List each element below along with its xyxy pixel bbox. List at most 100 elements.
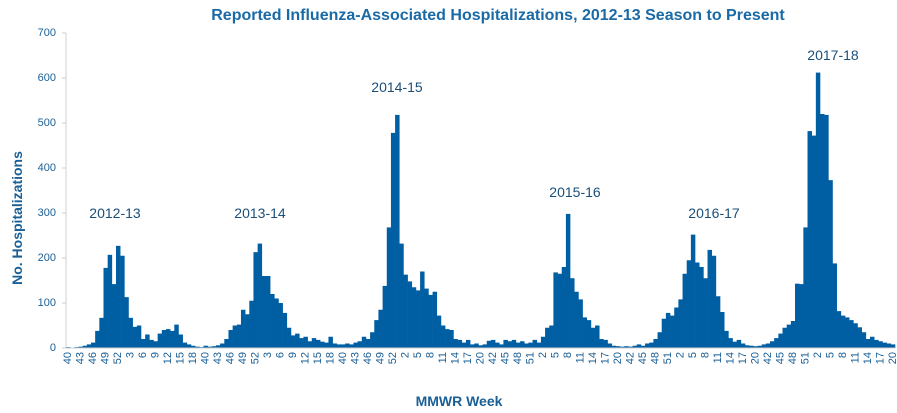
bar [411,287,417,348]
bar [86,344,92,348]
bar [336,344,342,348]
bar [545,327,550,348]
bar [307,341,313,348]
bar [111,284,117,348]
bar [361,336,367,348]
y-tick-label: 100 [38,297,56,309]
bar [886,343,892,348]
x-tick-label: 15 [174,352,186,364]
bar [824,114,829,349]
bar [203,345,208,348]
bar [753,346,758,348]
bar [890,344,896,348]
bar [645,343,650,348]
x-tick-label: 45 [637,352,649,364]
x-tick-label: 9 [149,352,161,358]
x-tick-label: 20 [612,352,624,364]
bar [653,339,658,348]
bar [799,284,804,348]
x-tick-label: 40 [337,352,349,364]
x-tick-label: 49 [374,352,386,364]
x-tick-label: 52 [249,352,261,364]
x-tick-label: 40 [62,352,74,364]
bar [261,276,267,348]
bar [82,345,88,348]
bar [378,309,383,348]
x-tick-label: 8 [837,352,849,358]
bar [549,325,554,348]
bar [236,324,242,348]
bar [524,343,529,348]
y-tick-label: 500 [38,117,56,129]
bar [295,333,300,348]
x-tick-label: 46 [224,352,236,364]
bar [478,345,483,348]
bar [315,339,321,348]
bar [657,332,663,348]
bar [432,291,438,348]
bar [157,333,163,348]
bar [578,299,583,348]
bar [357,341,363,348]
bar [836,311,842,348]
bar [790,321,796,348]
bar [486,340,492,348]
bar [128,317,133,348]
bar [724,330,729,348]
bar [495,342,500,348]
bar [245,314,250,348]
x-axis-label: MMWR Week [416,393,503,409]
x-tick-label: 40 [199,352,211,364]
x-tick-label: 43 [74,352,86,364]
x-tick-label: 43 [349,352,361,364]
bar [399,243,404,348]
bar [774,338,779,348]
y-tick-label: 0 [50,342,56,354]
x-tick-label: 5 [824,352,836,358]
bar [115,245,121,348]
x-tick-label: 3 [124,352,136,358]
bar [770,341,775,348]
bar [290,335,296,348]
bar [165,329,171,348]
bar [624,346,629,348]
bar [865,339,871,348]
bar [349,344,354,348]
x-tick-label: 8 [424,352,436,358]
bar [407,281,413,348]
bar [807,131,812,348]
x-tick-label: 17 [737,352,749,364]
season-label: 2012-13 [89,205,141,221]
bar [424,288,429,348]
bar [832,263,837,348]
y-tick-label: 700 [38,27,56,39]
bar [507,341,513,348]
bar [607,343,613,348]
bar [628,346,633,348]
x-tick-label: 42 [487,352,499,364]
bar [420,271,425,348]
bar [561,267,567,348]
x-tick-label: 46 [362,352,374,364]
chart-title: Reported Influenza-Associated Hospitaliz… [211,7,785,24]
bar [853,323,858,348]
bar [195,346,200,348]
bar [132,326,138,348]
x-tick-label: 15 [312,352,324,364]
bar [178,334,183,348]
bar [461,342,467,348]
bar [90,342,96,348]
bar [340,344,346,348]
x-tick-label: 51 [662,352,674,364]
bar [161,330,167,348]
bar [553,272,558,348]
bar [620,346,625,348]
bar [95,330,100,348]
bar [457,339,463,348]
y-tick-label: 400 [38,162,56,174]
x-tick-label: 42 [762,352,774,364]
bar [224,339,229,348]
x-tick-label: 5 [549,352,561,358]
bar [215,345,221,348]
bar [782,327,787,348]
